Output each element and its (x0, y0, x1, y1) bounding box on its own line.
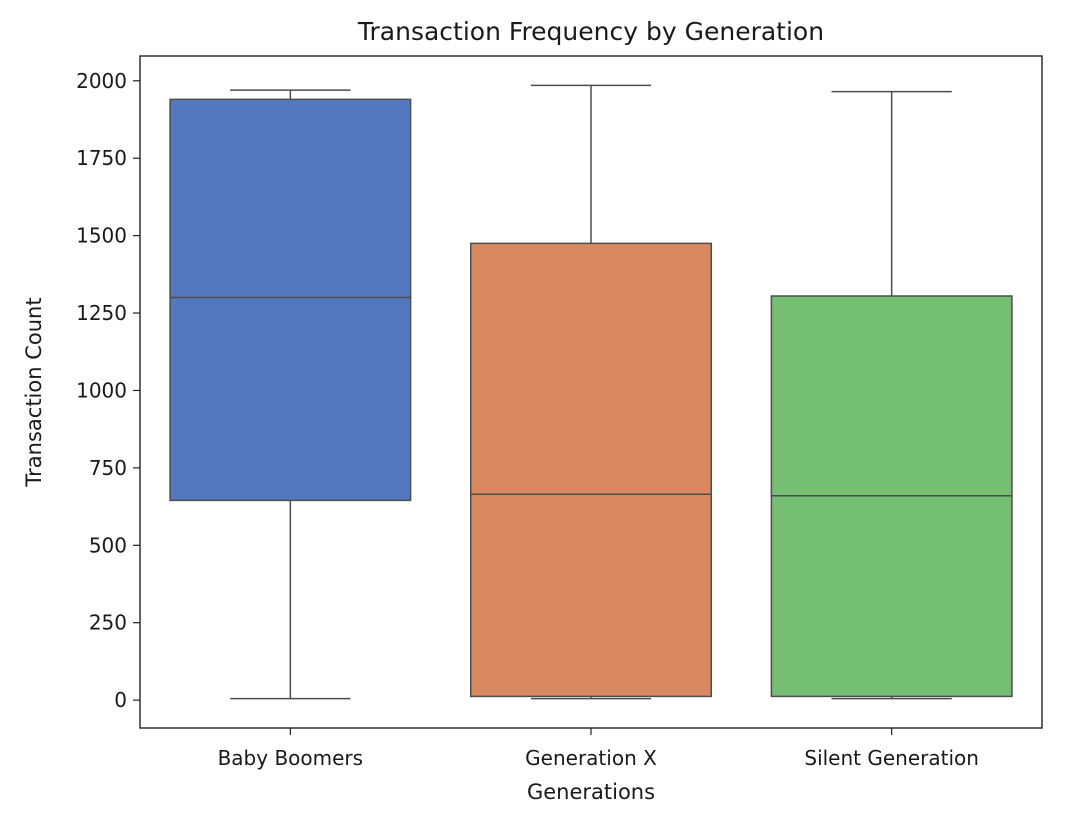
box-group-3 (770, 90, 1013, 700)
y-tick-label: 0 (114, 688, 127, 712)
box-group-2 (469, 84, 713, 700)
y-tick-label: 1000 (76, 378, 127, 402)
y-tick-label: 1500 (76, 224, 127, 248)
iqr-box (469, 242, 713, 698)
x-tick-label: Baby Boomers (218, 746, 364, 770)
y-tick-label: 500 (89, 533, 127, 557)
box-group-1 (169, 89, 412, 700)
x-axis: Baby Boomers Generation X Silent Generatio… (218, 728, 979, 770)
y-tick-label: 2000 (76, 69, 127, 93)
x-tick-label: Silent Generation (804, 746, 979, 770)
plot-area (169, 84, 1013, 700)
y-axis-label: Transaction Count (22, 297, 46, 487)
y-tick-label: 1750 (76, 146, 127, 170)
x-tick-label: Generation X (525, 746, 657, 770)
iqr-box (169, 98, 412, 502)
y-axis: 0 250 500 750 1000 1250 1500 1750 2000 (76, 69, 140, 712)
y-tick-label: 750 (89, 456, 127, 480)
x-axis-label: Generations (527, 780, 655, 804)
chart-title: Transaction Frequency by Generation (357, 17, 824, 46)
y-tick-label: 1250 (76, 301, 127, 325)
y-tick-label: 250 (89, 611, 127, 635)
